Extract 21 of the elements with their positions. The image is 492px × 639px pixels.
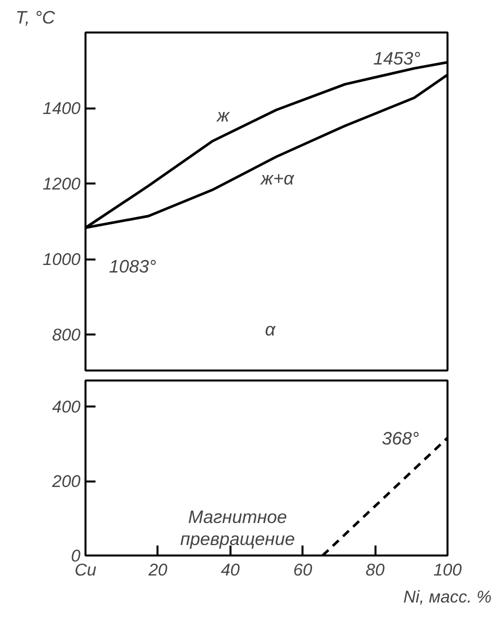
annotation: 1083° [108, 256, 156, 277]
x-tick-label: Cu [74, 560, 97, 580]
y-tick-label: 200 [51, 472, 82, 492]
y-tick-label: 1000 [42, 250, 82, 270]
annotation: 368° [382, 428, 420, 448]
x-tick-label: 40 [220, 560, 240, 580]
x-axis-title: Ni, масс. % [403, 588, 492, 606]
annotation: ж+α [260, 168, 295, 188]
y-tick-label: 1400 [42, 99, 82, 118]
y-axis-title: T, °C [16, 8, 56, 28]
annotation: α [264, 320, 276, 340]
annotation: Магнитное превращение [180, 507, 295, 549]
x-tick-label: 20 [147, 560, 168, 580]
x-tick-label: 60 [293, 560, 313, 580]
x-tick-label: 100 [433, 560, 462, 580]
y-tick-label: 800 [52, 326, 82, 345]
y-tick-label: 1200 [42, 174, 82, 194]
y-tick-label: 400 [52, 398, 82, 417]
annotation: ж [216, 105, 231, 126]
x-tick-label: 80 [366, 560, 386, 580]
annotation: 1453° [373, 48, 420, 69]
